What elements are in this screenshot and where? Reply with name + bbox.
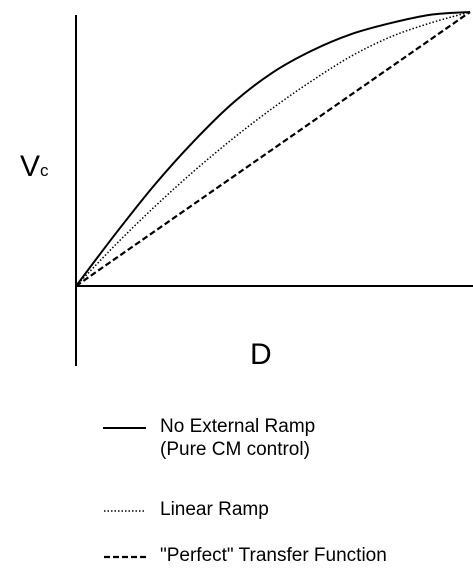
y-axis-label-main: V bbox=[20, 150, 41, 183]
legend-swatch-dotted bbox=[104, 510, 146, 512]
chart-axes bbox=[75, 15, 473, 366]
chart-plot bbox=[75, 11, 473, 366]
x-axis-label: D bbox=[250, 338, 272, 371]
legend-swatch-solid bbox=[103, 427, 146, 429]
y-axis-label-subscript: c bbox=[40, 161, 49, 180]
legend-label-linear-ramp: Linear Ramp bbox=[160, 499, 269, 520]
series-line-dashed bbox=[75, 11, 471, 287]
legend-swatch-dashed bbox=[104, 555, 146, 559]
legend-label-perfect-transfer-function: "Perfect" Transfer Function bbox=[160, 545, 387, 566]
legend-label-pure-cm-control: (Pure CM control) bbox=[160, 439, 310, 460]
series-line-dotted bbox=[75, 11, 471, 287]
legend-label-no-external-ramp: No External Ramp bbox=[160, 416, 316, 437]
chart-series-layer bbox=[75, 11, 471, 287]
series-line-solid bbox=[75, 11, 471, 287]
y-axis-label: Vc bbox=[20, 150, 49, 184]
